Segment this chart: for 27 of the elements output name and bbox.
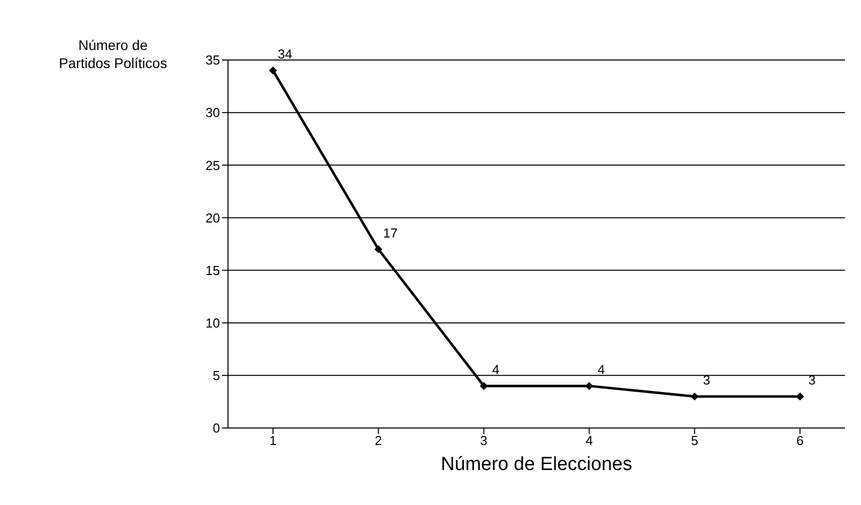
y-tick-label: 15 (206, 262, 220, 278)
data-label: 4 (492, 362, 500, 377)
data-label: 34 (278, 46, 292, 62)
y-tick-label: 25 (206, 158, 220, 173)
y-tick-label: 10 (206, 315, 220, 330)
x-tick-label: 2 (374, 433, 382, 448)
data-label: 3 (808, 372, 816, 388)
x-tick-label: 1 (269, 433, 277, 448)
data-label: 17 (383, 225, 398, 240)
data-label: 4 (598, 362, 605, 377)
data-label: 3 (702, 372, 710, 388)
point (374, 245, 382, 254)
y-tick-label: 0 (212, 420, 220, 436)
point (269, 66, 277, 75)
x-tick-label: 4 (586, 433, 593, 448)
y-tick-label: 30 (206, 105, 220, 120)
point (796, 392, 804, 400)
point (585, 382, 594, 390)
x-axis-title: Número de Elecciones (440, 454, 632, 475)
y-axis-title: Número de Partidos Políticos (58, 36, 168, 72)
x-tick-label: 6 (796, 433, 804, 448)
y-tick-label: 20 (206, 210, 220, 226)
y-tick-label: 35 (206, 52, 220, 68)
x-tick-label: 3 (480, 433, 488, 448)
x-tick-label: 5 (690, 433, 698, 448)
point (480, 382, 488, 390)
y-tick-label: 5 (212, 368, 220, 384)
